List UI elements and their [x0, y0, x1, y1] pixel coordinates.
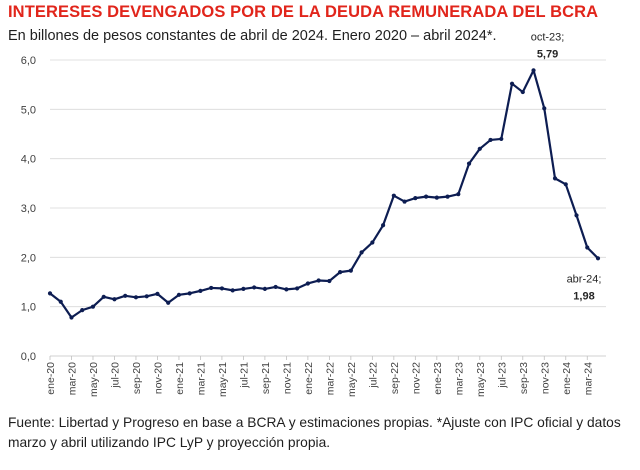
data-point	[58, 299, 63, 304]
data-point	[338, 270, 343, 275]
x-tick-label: nov-21	[281, 362, 293, 394]
series-group	[47, 68, 601, 320]
data-point	[187, 291, 192, 296]
data-point	[413, 196, 418, 201]
data-point	[402, 199, 407, 204]
data-point	[155, 291, 160, 296]
data-point	[80, 308, 85, 313]
x-tick-label: ene-23	[432, 362, 444, 395]
line-chart: 0,0 1,0 2,0 3,0 4,0 5,0 6,0 ene-20 mar-20 may-20…	[21, 31, 606, 397]
data-point	[262, 286, 268, 292]
y-tick-label: 4,0	[21, 154, 36, 166]
x-tick-label: jul-23	[496, 362, 508, 389]
x-tick-label: mar-24	[582, 362, 594, 395]
data-point	[316, 278, 321, 283]
data-point	[348, 268, 353, 273]
data-point	[133, 295, 139, 300]
data-point	[295, 286, 300, 291]
data-point	[241, 286, 246, 292]
data-point	[198, 288, 203, 293]
data-point	[509, 81, 515, 86]
data-point	[166, 300, 171, 305]
data-point	[391, 193, 396, 198]
x-tick-label: may-23	[475, 362, 487, 397]
y-tick-label: 1,0	[21, 302, 36, 314]
data-point	[423, 194, 429, 199]
x-tick-label: sep-22	[389, 362, 401, 394]
data-point	[499, 136, 504, 142]
y-tick-label: 3,0	[21, 203, 36, 215]
data-point	[252, 285, 257, 290]
data-point	[563, 182, 568, 187]
y-tick-label: 6,0	[21, 55, 36, 67]
x-tick-label: may-20	[88, 362, 100, 397]
data-point	[144, 294, 149, 299]
data-point	[209, 285, 214, 291]
series-line	[49, 69, 599, 319]
annotation-date: abr-24;	[567, 273, 602, 285]
data-point	[531, 68, 536, 73]
data-point	[477, 146, 482, 151]
x-tick-label: mar-23	[453, 362, 465, 395]
data-point	[219, 286, 225, 291]
x-tick-label: mar-22	[324, 362, 336, 395]
x-tick-label: nov-20	[152, 362, 164, 394]
data-point	[90, 304, 96, 309]
x-tick-label: may-21	[217, 362, 229, 397]
data-point	[370, 240, 375, 245]
data-point	[327, 278, 332, 284]
data-point	[595, 256, 601, 261]
data-point	[101, 294, 106, 299]
annotation-value: 1,98	[573, 290, 594, 302]
x-tick-label: nov-22	[410, 362, 422, 394]
x-tick-label: ene-24	[561, 362, 573, 395]
grid-lines	[50, 59, 606, 357]
annotations: oct-23; 5,79 abr-24; 1,98	[531, 31, 602, 302]
x-tick-label: ene-22	[303, 362, 315, 395]
data-point	[305, 281, 310, 286]
x-tick-label: jul-20	[109, 362, 121, 389]
x-tick-label: ene-21	[174, 362, 186, 395]
x-tick-label: sep-21	[260, 362, 272, 394]
data-point	[284, 287, 289, 292]
data-point	[585, 245, 590, 250]
data-point	[69, 315, 74, 320]
x-tick-label: may-22	[346, 362, 358, 397]
y-axis-ticks: 0,0 1,0 2,0 3,0 4,0 5,0 6,0	[21, 55, 36, 363]
x-tick-label: mar-20	[66, 362, 78, 395]
data-point	[273, 284, 278, 290]
x-tick-label: mar-21	[195, 362, 207, 395]
data-point	[520, 89, 525, 95]
data-point	[176, 292, 182, 297]
x-tick-label: nov-23	[539, 362, 551, 394]
x-axis-ticks: ene-20 mar-20 may-20 jul-20 sep-20 nov-20 ene-…	[45, 356, 594, 397]
annotation-value: 5,79	[537, 48, 558, 60]
data-point	[466, 161, 472, 166]
data-point	[456, 192, 461, 197]
data-point	[574, 213, 579, 218]
annotation-date: oct-23;	[531, 31, 565, 43]
chart-title: INTERESES DEVENGADOS POR DE LA DEUDA REM…	[8, 3, 599, 21]
data-point	[445, 194, 450, 199]
data-point	[359, 250, 364, 255]
x-tick-label: sep-20	[131, 362, 143, 394]
chart-subtitle: En billones de pesos constantes de abril…	[8, 28, 497, 44]
data-point	[123, 293, 128, 298]
data-point	[47, 291, 53, 296]
data-point	[488, 137, 493, 143]
y-tick-label: 0,0	[21, 351, 36, 363]
data-point	[552, 176, 558, 181]
source-note: Fuente: Libertad y Progreso en base a BC…	[8, 415, 621, 450]
data-point	[542, 106, 547, 111]
data-point	[112, 297, 117, 302]
x-tick-label: jul-21	[238, 362, 250, 389]
data-point	[380, 223, 386, 228]
x-tick-label: ene-20	[45, 362, 57, 395]
y-tick-label: 5,0	[21, 104, 36, 116]
data-point	[434, 195, 439, 200]
y-tick-label: 2,0	[21, 252, 36, 264]
data-point	[230, 288, 235, 293]
x-tick-label: jul-22	[367, 362, 379, 389]
x-tick-label: sep-23	[518, 362, 530, 394]
